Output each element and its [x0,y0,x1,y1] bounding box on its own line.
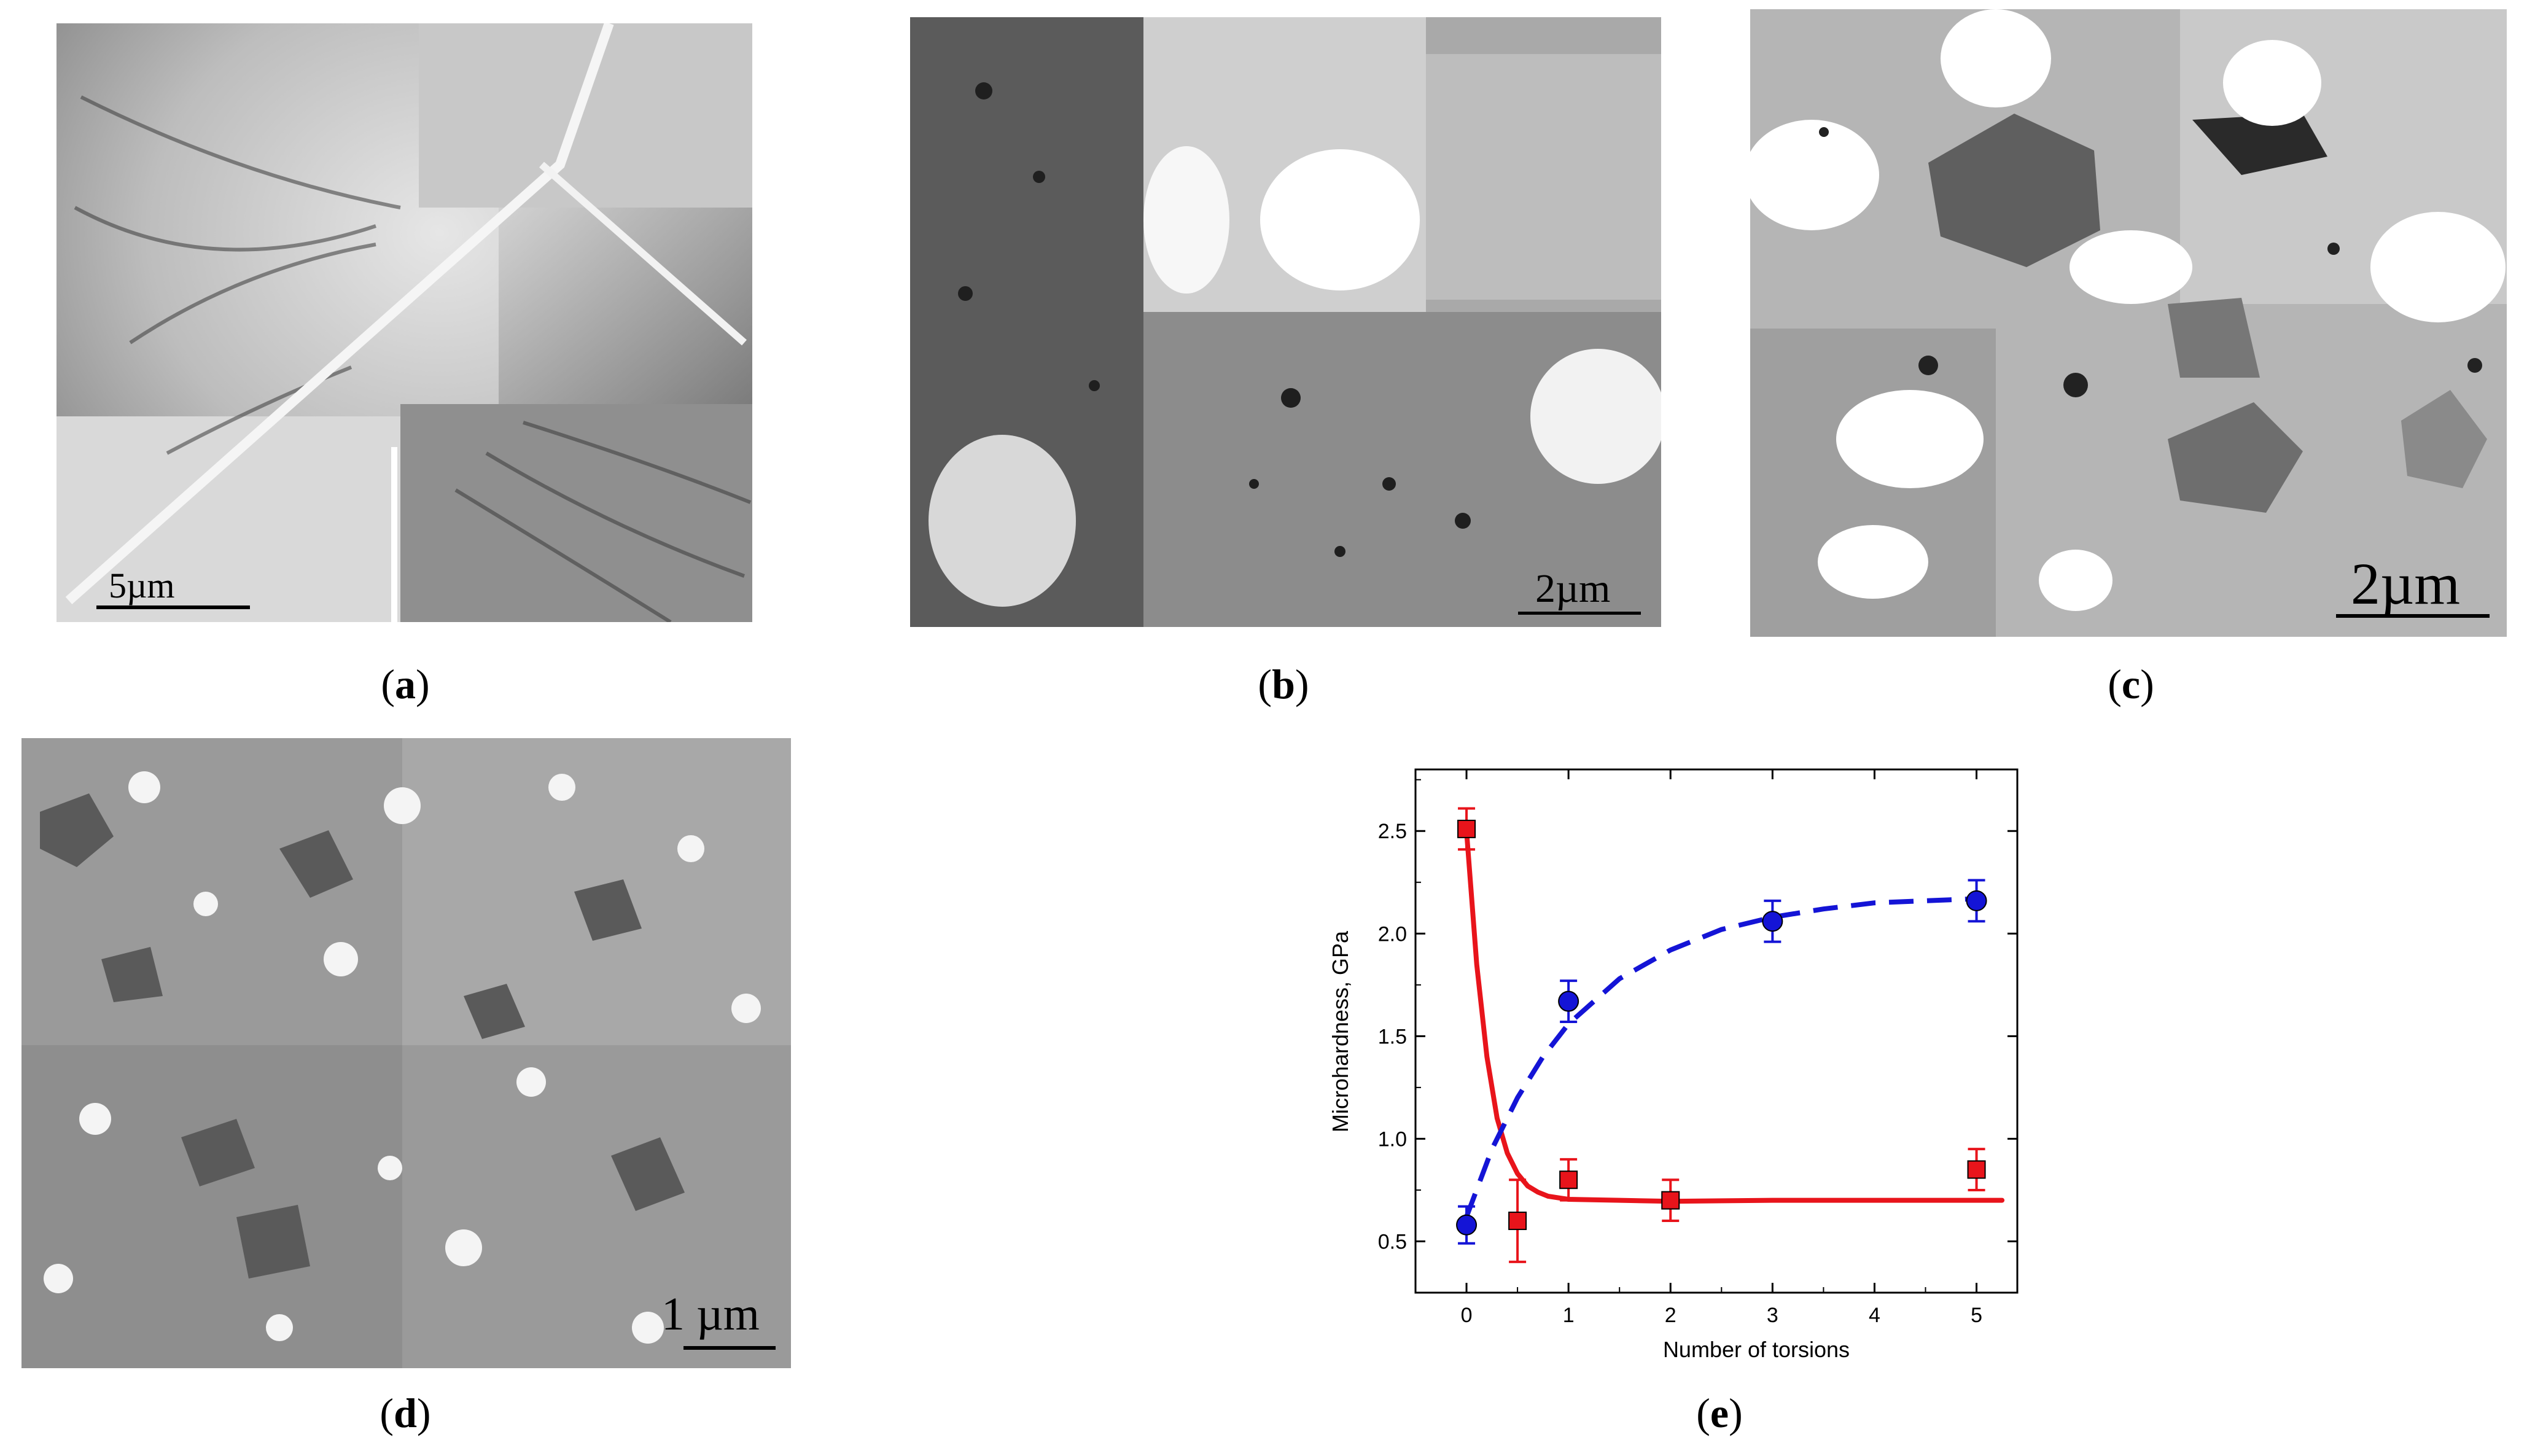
caption-c: (c) [2108,661,2154,707]
data-point-square [1559,1170,1578,1189]
data-point-circle [1762,911,1783,932]
x-tick-label: 2 [1665,1304,1676,1327]
caption-a: (a) [381,661,430,707]
data-point-square [1967,1160,1986,1179]
data-point-circle [1966,890,1987,911]
y-tick-label: 0.5 [1378,1230,1407,1253]
scale-label-b: 2µm [1535,566,1611,611]
y-tick-label: 2.0 [1378,922,1407,946]
caption-letter-d: d [394,1390,417,1436]
data-point-circle [1558,991,1579,1012]
micrograph-b: 2µm [910,17,1661,627]
caption-letter-e: e [1710,1390,1729,1436]
data-point-square [1508,1212,1527,1231]
x-tick-label: 3 [1767,1304,1778,1327]
caption-d: (d) [380,1390,431,1436]
scale-label-c: 2µm [2351,551,2460,617]
x-tick-label: 0 [1461,1304,1473,1327]
caption-letter-a: a [395,661,416,707]
hardness-chart-svg: 0 1 2 3 4 5 0.5 1.0 1.5 2.0 2.5 Number of torsions… [1328,768,2019,1362]
caption-b: (b) [1258,661,1309,707]
fit-curve-series-1 [1464,828,2005,1204]
hardness-chart: 0 1 2 3 4 5 0.5 1.0 1.5 2.0 2.5 Number of torsions… [1314,752,2106,1372]
x-axis-label: Number of torsions [1663,1337,1850,1362]
micrograph-d: 1 µm [21,738,791,1368]
caption-e: (e) [1696,1390,1743,1436]
y-tick-label: 1.0 [1378,1127,1407,1151]
caption-letter-b: b [1272,661,1295,707]
micrograph-a: 5µm [56,23,752,622]
y-axis-label: Microhardness, GPa [1328,930,1353,1132]
scale-label-d: 1 µm [661,1288,760,1340]
caption-letter-c: c [2121,661,2141,707]
data-point-circle [1456,1214,1478,1236]
micrograph-c: 2µm [1750,9,2507,637]
plot-frame [1414,768,2019,1294]
data-point-square [1661,1191,1680,1210]
scale-label-a: 5µm [109,566,175,605]
y-tick-label: 2.5 [1378,820,1407,843]
fit-curve-series-2 [1464,896,1977,1218]
x-tick-label: 5 [1971,1304,1982,1327]
x-tick-label: 4 [1869,1304,1880,1327]
data-point-square [1457,819,1476,838]
x-tick-label: 1 [1563,1304,1575,1327]
y-tick-label: 1.5 [1378,1025,1407,1048]
